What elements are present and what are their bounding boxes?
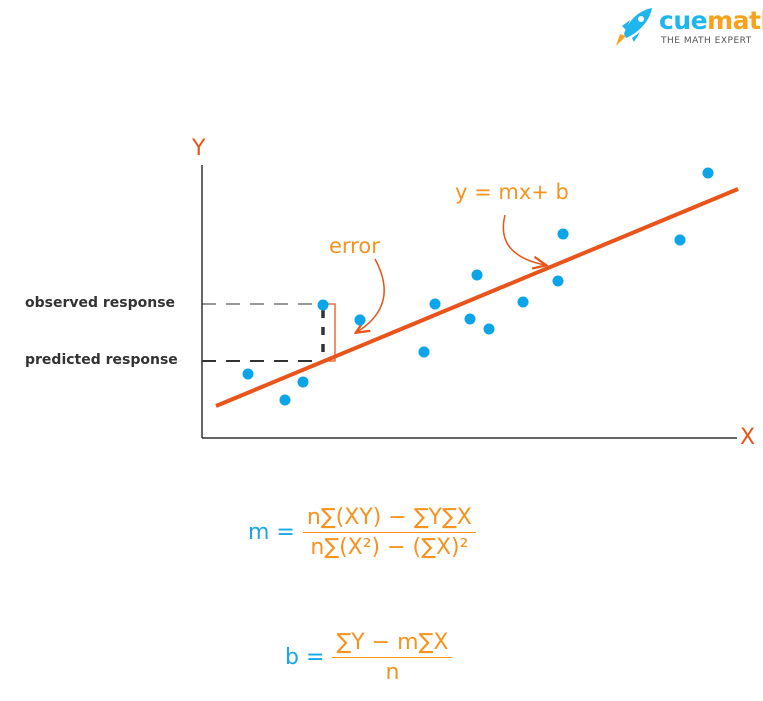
b-variable: b = xyxy=(285,645,325,670)
line-equation-label: y = mx+ b xyxy=(455,180,569,204)
m-numerator: n∑(XY) − ∑Y∑X xyxy=(302,505,476,533)
error-label: error xyxy=(329,234,380,258)
regression-line xyxy=(215,187,739,408)
error-bracket xyxy=(324,303,336,362)
m-variable: m = xyxy=(248,520,295,545)
data-point xyxy=(471,269,483,281)
rocket-icon xyxy=(616,8,652,46)
predicted-response-label: predicted response xyxy=(25,352,178,368)
data-point xyxy=(354,314,366,326)
line-label-arrow xyxy=(502,214,545,265)
data-point xyxy=(552,275,564,287)
slope-formula: m = n∑(XY) − ∑Y∑X n∑(X²) − (∑X)² xyxy=(248,505,476,560)
data-point xyxy=(429,298,441,310)
m-denominator: n∑(X²) − (∑X)² xyxy=(310,535,469,560)
data-point xyxy=(279,394,291,406)
data-point xyxy=(418,346,430,358)
data-point xyxy=(674,234,686,246)
data-point xyxy=(483,323,495,335)
data-point xyxy=(702,167,714,179)
brand-name: cuemath xyxy=(659,6,763,35)
data-point xyxy=(317,299,329,311)
data-point xyxy=(464,313,476,325)
data-point xyxy=(242,368,254,380)
b-numerator: ∑Y − m∑X xyxy=(332,630,453,658)
observed-response-label: observed response xyxy=(25,295,176,311)
x-axis-label: X xyxy=(740,425,756,450)
data-point xyxy=(517,296,529,308)
intercept-formula: b = ∑Y − m∑X n xyxy=(285,630,453,685)
cuemath-logo xyxy=(612,6,654,52)
data-point xyxy=(297,376,309,388)
y-axis-label: Y xyxy=(192,136,206,161)
brand-tagline: THE MATH EXPERT xyxy=(661,36,752,46)
error-arrow xyxy=(357,258,385,332)
data-point xyxy=(557,228,569,240)
b-denominator: n xyxy=(385,660,400,685)
